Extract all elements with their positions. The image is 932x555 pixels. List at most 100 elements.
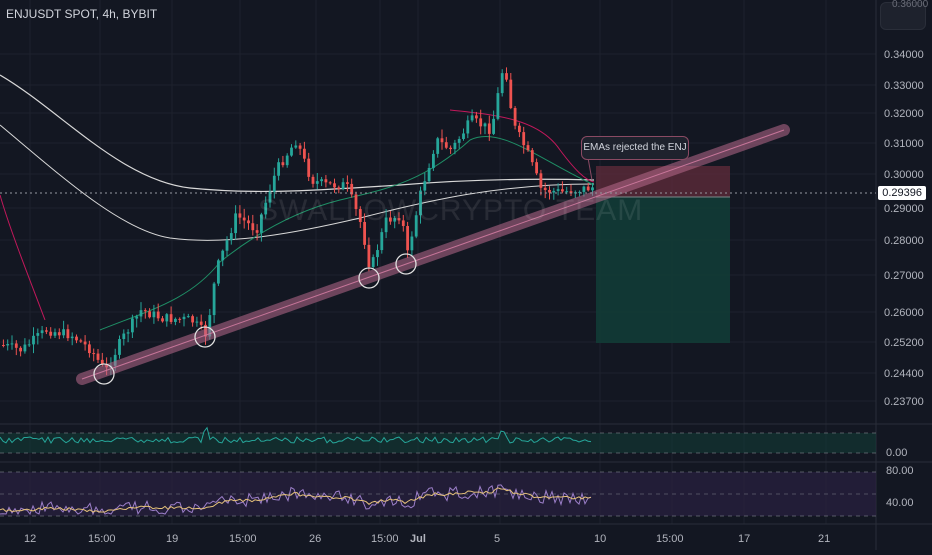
candle-body [191, 316, 194, 323]
candle-body [406, 226, 409, 251]
candle-body [165, 314, 169, 322]
watermark: SWALLOWCRYPTO TEAM [258, 194, 644, 227]
candle-body [169, 314, 173, 322]
candle-body [539, 173, 543, 188]
price-axis[interactable]: 0.34000 0.33000 0.32000 0.31000 0.30000 … [884, 49, 924, 509]
candle-body [591, 187, 594, 191]
candle-body [143, 310, 147, 312]
candle-body [466, 120, 470, 134]
candle-body [518, 125, 521, 133]
candle-body [453, 142, 457, 150]
candle-body [100, 359, 104, 365]
time-axis[interactable]: 12 15:00 19 15:00 26 15:00 Jul 5 10 15:0… [24, 533, 830, 545]
candle-body [449, 147, 452, 150]
candle-body [36, 333, 40, 336]
price-scale-button[interactable]: 0.36000 [880, 0, 929, 30]
touch-point-circle[interactable] [395, 253, 417, 275]
price-scale-top-label: 0.36000 [892, 0, 929, 10]
candle-body [161, 318, 164, 322]
candle-body [384, 217, 388, 233]
candle-body [174, 318, 177, 322]
price-tick: 0.28000 [884, 235, 924, 247]
candle-body [315, 181, 319, 184]
candle-body [389, 217, 392, 222]
candle-body [393, 218, 397, 222]
candle-body [212, 283, 216, 316]
price-tick: 0.29000 [884, 203, 924, 215]
candle-body [79, 340, 83, 342]
candle-body [135, 316, 139, 319]
candle-body [397, 218, 401, 221]
candle-body [229, 233, 233, 241]
candle-body [475, 115, 478, 119]
candle-body [414, 215, 418, 237]
time-tick: 19 [166, 533, 178, 545]
candlestick-series [2, 67, 594, 376]
candle-body [556, 189, 560, 191]
candle-body [122, 333, 126, 340]
touch-point-circle[interactable] [93, 363, 115, 385]
candle-body [548, 189, 551, 193]
candle-body [311, 176, 315, 184]
candle-body [260, 214, 263, 233]
candle-body [444, 142, 448, 148]
candle-body [586, 186, 590, 191]
candle-body [341, 182, 345, 190]
annotation-callout[interactable]: EMAs rejected the ENJ [581, 136, 689, 160]
time-tick: 12 [24, 533, 36, 545]
candle-body [19, 347, 22, 352]
price-tick: 0.23700 [884, 396, 924, 408]
candle-body [131, 318, 134, 333]
candle-body [139, 310, 143, 317]
candle-body [199, 321, 203, 325]
candle-body [53, 332, 57, 336]
candle-body [6, 344, 10, 346]
candle-body [436, 138, 440, 154]
touch-point-circle[interactable] [194, 326, 216, 348]
candle-body [152, 311, 156, 318]
candle-body [272, 175, 276, 192]
candle-body [500, 73, 504, 94]
candle-body [294, 145, 298, 148]
current-price-tag: 0.29396 [878, 186, 926, 200]
candle-body [565, 191, 569, 193]
candle-body [324, 179, 328, 183]
price-tick: 0.24400 [884, 368, 924, 380]
candle-body [75, 336, 78, 341]
candle-body [505, 73, 508, 80]
ema-200-line [0, 74, 595, 193]
candle-body [148, 311, 151, 318]
candle-body [83, 341, 87, 345]
price-tick: 0.34000 [884, 49, 924, 61]
time-tick: 15:00 [656, 533, 684, 545]
candle-body [45, 330, 48, 332]
touch-point-circle[interactable] [358, 267, 380, 289]
price-tick: 0.33000 [884, 80, 924, 92]
candle-body [290, 147, 293, 156]
ema-50-line [99, 135, 595, 331]
time-tick: 17 [738, 533, 750, 545]
candle-body [427, 167, 431, 182]
candle-body [251, 223, 255, 231]
candle-body [14, 343, 18, 348]
candle-body [526, 145, 530, 151]
candle-body [217, 260, 220, 284]
candle-body [186, 316, 190, 318]
candle-body [62, 329, 65, 336]
candle-body [10, 343, 14, 345]
candle-body [178, 318, 182, 320]
candle-body [492, 118, 495, 134]
candle-body [496, 93, 500, 119]
candle-body [303, 148, 306, 159]
candle-body [457, 138, 461, 143]
candle-body [354, 194, 358, 210]
candle-body [432, 153, 435, 168]
candle-body [535, 162, 538, 174]
chart-title: ENJUSDT SPOT, 4h, BYBIT [6, 7, 158, 21]
time-tick: 10 [594, 533, 606, 545]
candle-body [27, 344, 31, 346]
candle-body [487, 123, 491, 134]
take-profit-zone[interactable] [596, 197, 730, 343]
